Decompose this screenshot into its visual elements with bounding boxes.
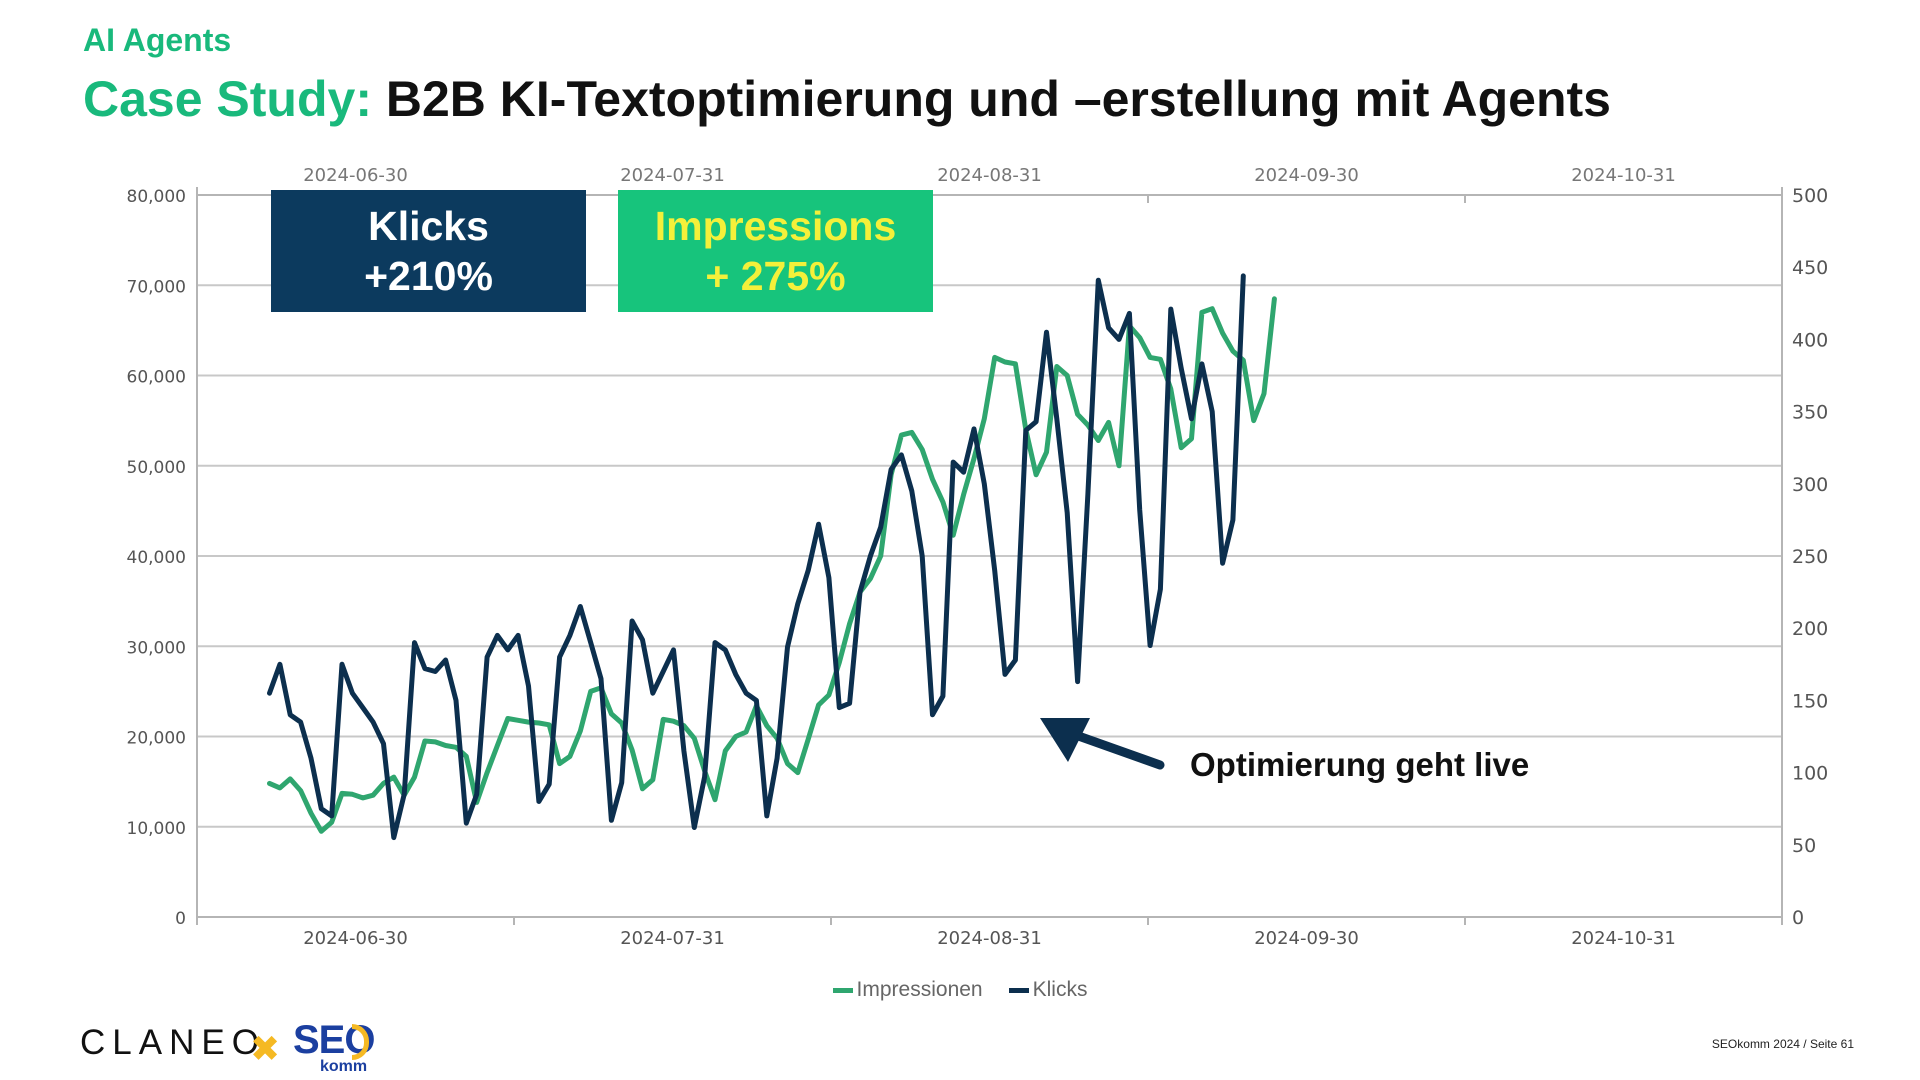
x-top-tick-label: 2024-08-31	[937, 165, 1042, 186]
y-right-tick-label: 400	[1792, 329, 1828, 351]
x-tick-label: 2024-10-31	[1571, 928, 1676, 949]
series-line-klicks	[267, 273, 1246, 841]
y-right-tick-label: 0	[1792, 907, 1804, 929]
annotation-arrow-head	[1040, 718, 1090, 762]
y-left-tick-label: 40,000	[127, 548, 186, 568]
legend-item-impressions: Impressionen	[832, 978, 983, 1002]
legend-swatch-impressions	[832, 987, 853, 993]
klicks-badge-label: Klicks	[368, 203, 489, 249]
y-left-tick-label: 0	[175, 909, 186, 929]
y-right-tick-label: 500	[1792, 185, 1828, 207]
section-kicker: AI Agents	[83, 22, 232, 58]
y-right-tick-label: 350	[1792, 402, 1828, 424]
y-right-tick-label: 450	[1792, 257, 1828, 279]
x-top-tick-label: 2024-07-31	[620, 165, 725, 186]
x-top-tick-label: 2024-06-30	[303, 165, 408, 186]
claneo-logo: CLANEO	[80, 1023, 266, 1062]
page-footer: SEOkomm 2024 / Seite 61	[1711, 1037, 1854, 1051]
y-right-tick-label: 50	[1792, 835, 1816, 857]
y-left-tick-label: 50,000	[127, 458, 186, 478]
impressions-badge: Impressions + 275%	[618, 190, 933, 312]
legend-label-impressions: Impressionen	[856, 978, 983, 1001]
y-right-tick-label: 100	[1792, 763, 1828, 785]
x-tick-label: 2024-07-31	[620, 928, 725, 949]
legend-swatch-klicks	[1008, 987, 1029, 993]
x-tick-label: 2024-09-30	[1254, 928, 1359, 949]
klicks-badge-value: +210%	[364, 253, 493, 299]
impressions-badge-value: + 275%	[705, 253, 846, 299]
annotation-arrow-shaft	[1065, 728, 1165, 770]
x-top-tick-label: 2024-09-30	[1254, 165, 1359, 186]
x-tick-label: 2024-06-30	[303, 928, 408, 949]
series-line-impressionen	[267, 296, 1277, 834]
legend-item-klicks: Klicks	[1008, 978, 1088, 1002]
legend-label-klicks: Klicks	[1032, 978, 1088, 1001]
optimization-annotation: Optimierung geht live	[1190, 746, 1530, 783]
x-tick-label: 2024-08-31	[937, 928, 1042, 949]
klicks-badge: Klicks +210%	[271, 190, 586, 312]
seokomm-logo-accent	[352, 1024, 369, 1060]
impressions-badge-label: Impressions	[654, 203, 897, 249]
y-right-tick-label: 150	[1792, 690, 1828, 712]
slide-title: Case Study: B2B KI-Textoptimierung und –…	[83, 70, 1611, 128]
y-right-tick-label: 200	[1792, 618, 1828, 640]
y-left-tick-label: 80,000	[127, 187, 186, 207]
title-main: B2B KI-Textoptimierung und –erstellung m…	[385, 71, 1611, 127]
y-left-tick-label: 20,000	[127, 729, 186, 749]
y-left-tick-label: 70,000	[127, 277, 186, 297]
x-icon: ✖	[250, 1028, 281, 1069]
y-left-tick-label: 60,000	[127, 368, 186, 388]
y-left-tick-label: 10,000	[127, 819, 186, 839]
title-accent: Case Study:	[83, 71, 372, 127]
y-right-tick-label: 250	[1792, 546, 1828, 568]
x-top-tick-label: 2024-10-31	[1571, 165, 1676, 186]
y-right-tick-label: 300	[1792, 474, 1828, 496]
y-left-tick-label: 30,000	[127, 638, 186, 658]
chart-legend: Impressionen Klicks	[0, 978, 1920, 1002]
seokomm-logo-komm: komm	[320, 1058, 368, 1075]
